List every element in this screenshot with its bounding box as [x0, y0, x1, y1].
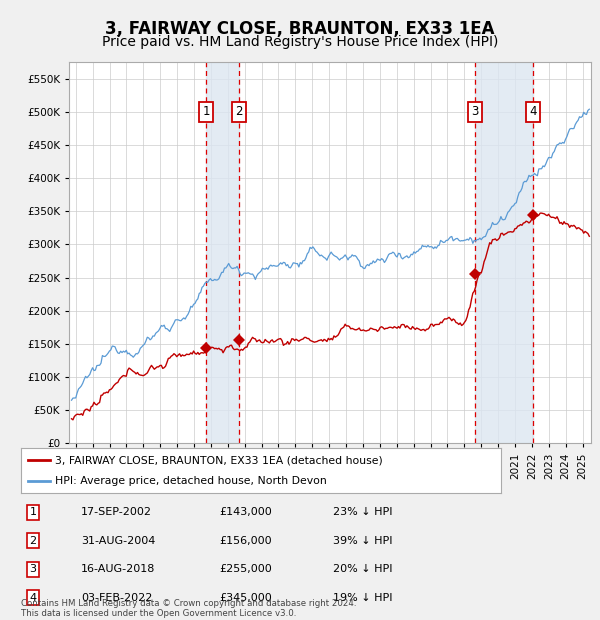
Text: £143,000: £143,000 [219, 507, 272, 517]
Text: £345,000: £345,000 [219, 593, 272, 603]
Text: 19% ↓ HPI: 19% ↓ HPI [333, 593, 392, 603]
Text: 2: 2 [29, 536, 37, 546]
Text: 2: 2 [235, 105, 242, 118]
Text: £156,000: £156,000 [219, 536, 272, 546]
Text: HPI: Average price, detached house, North Devon: HPI: Average price, detached house, Nort… [55, 476, 326, 486]
Bar [475, 62, 533, 443]
Text: 03-FEB-2022: 03-FEB-2022 [81, 593, 152, 603]
Text: £255,000: £255,000 [219, 564, 272, 574]
Text: 1: 1 [202, 105, 210, 118]
Text: 20% ↓ HPI: 20% ↓ HPI [333, 564, 392, 574]
Bar [206, 62, 239, 443]
Text: 1: 1 [29, 507, 37, 517]
Text: 3, FAIRWAY CLOSE, BRAUNTON, EX33 1EA: 3, FAIRWAY CLOSE, BRAUNTON, EX33 1EA [105, 20, 495, 38]
Text: 4: 4 [29, 593, 37, 603]
Text: 3, FAIRWAY CLOSE, BRAUNTON, EX33 1EA (detached house): 3, FAIRWAY CLOSE, BRAUNTON, EX33 1EA (de… [55, 455, 382, 466]
Text: 17-SEP-2002: 17-SEP-2002 [81, 507, 152, 517]
Text: 39% ↓ HPI: 39% ↓ HPI [333, 536, 392, 546]
Text: 23% ↓ HPI: 23% ↓ HPI [333, 507, 392, 517]
Text: Price paid vs. HM Land Registry's House Price Index (HPI): Price paid vs. HM Land Registry's House … [102, 35, 498, 49]
Text: 3: 3 [471, 105, 478, 118]
Text: Contains HM Land Registry data © Crown copyright and database right 2024.
This d: Contains HM Land Registry data © Crown c… [21, 599, 356, 618]
Text: 3: 3 [29, 564, 37, 574]
Text: 31-AUG-2004: 31-AUG-2004 [81, 536, 155, 546]
Text: 16-AUG-2018: 16-AUG-2018 [81, 564, 155, 574]
Text: 4: 4 [530, 105, 537, 118]
